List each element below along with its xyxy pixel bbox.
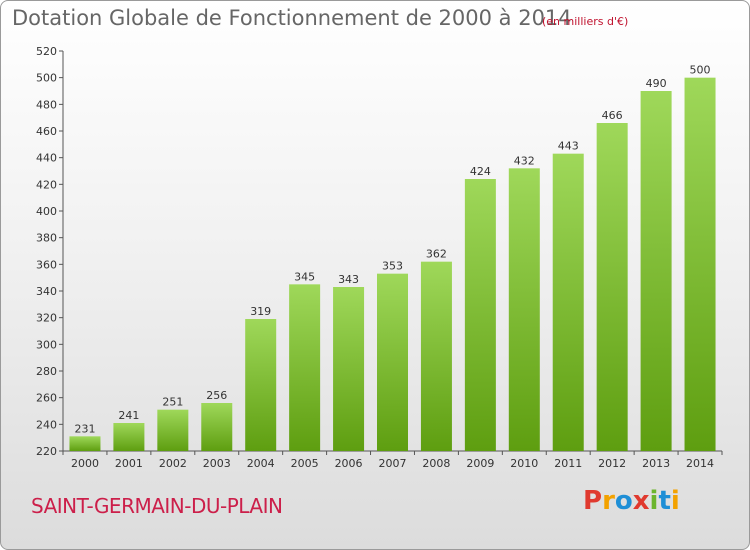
y-tick-label: 240 [36, 418, 57, 431]
data-label-2009: 424 [470, 165, 491, 178]
x-tick-label: 2000 [71, 457, 99, 470]
x-tick-label: 2009 [466, 457, 494, 470]
bars [69, 77, 716, 452]
x-tick-label: 2005 [291, 457, 319, 470]
x-tick-label: 2011 [554, 457, 582, 470]
y-tick-label: 220 [36, 445, 57, 458]
y-tick-label: 460 [36, 125, 57, 138]
data-labels: 231 241 251 256 319 345 343 353 362 424 432 443 466 4… [74, 64, 710, 436]
chart-units: (en milliers d'€) [542, 15, 629, 28]
chart-title: Dotation Globale de Fonctionnement de 20… [12, 6, 572, 30]
bar-2007 [377, 273, 408, 451]
data-label-2003: 256 [206, 389, 227, 402]
bar-2014 [684, 77, 716, 452]
data-label-2001: 241 [118, 409, 139, 422]
y-tick-label: 420 [36, 178, 57, 191]
bar-2002 [157, 409, 189, 451]
x-tick-label: 2014 [686, 457, 714, 470]
data-label-2006: 343 [338, 273, 359, 286]
data-label-2007: 353 [382, 260, 403, 273]
bar-2006 [333, 287, 365, 451]
bar-2003 [201, 403, 233, 451]
logo-letter: t [658, 486, 671, 516]
bar-2000 [69, 436, 101, 451]
x-tick-label: 2006 [335, 457, 363, 470]
y-tick-label: 380 [36, 232, 57, 245]
y-axis: 220 240 260 280 300 320 340 360 380 400 420 440 460 4… [36, 45, 64, 458]
bar-2008 [420, 261, 452, 451]
y-tick-label: 280 [36, 365, 57, 378]
data-label-2012: 466 [602, 109, 623, 122]
y-tick-label: 400 [36, 205, 57, 218]
logo-letter: r [602, 486, 615, 516]
x-tick-label: 2001 [115, 457, 143, 470]
data-label-2011: 443 [558, 140, 579, 153]
data-label-2014: 500 [690, 64, 711, 77]
bar-2013 [640, 91, 672, 451]
x-tick-label: 2013 [642, 457, 670, 470]
y-tick-label: 440 [36, 152, 57, 165]
y-tick-label: 260 [36, 392, 57, 405]
y-tick-label: 500 [36, 72, 57, 85]
x-axis: 2000 2001 2002 2003 2004 2005 2006 2007 2008 2009… [62, 450, 723, 470]
x-tick-label: 2004 [247, 457, 275, 470]
proxiti-logo[interactable]: Proxiti [583, 486, 680, 516]
bar-2005 [289, 284, 321, 451]
data-label-2005: 345 [294, 270, 315, 283]
data-label-2002: 251 [162, 396, 183, 409]
x-tick-label: 2012 [598, 457, 626, 470]
logo-letter: i [649, 486, 659, 516]
y-tick-label: 360 [36, 258, 57, 271]
x-tick-label: 2002 [159, 457, 187, 470]
logo-letter: x [632, 486, 650, 516]
bar-2009 [464, 179, 496, 451]
data-label-2013: 490 [646, 77, 667, 90]
bar-2010 [508, 168, 540, 452]
bar-2001 [113, 423, 145, 451]
x-tick-label: 2010 [510, 457, 538, 470]
commune-name: SAINT-GERMAIN-DU-PLAIN [31, 494, 283, 518]
x-tick-label: 2003 [203, 457, 231, 470]
data-label-2008: 362 [426, 248, 447, 261]
x-tick-label: 2007 [379, 457, 407, 470]
y-tick-label: 480 [36, 98, 57, 111]
x-tick-label: 2008 [422, 457, 450, 470]
y-tick-label: 320 [36, 312, 57, 325]
logo-letter: i [670, 486, 680, 516]
logo-letter: o [614, 486, 633, 516]
data-label-2010: 432 [514, 154, 535, 167]
logo-letter: P [583, 486, 603, 516]
data-label-2000: 231 [74, 422, 95, 435]
bar-2012 [596, 123, 628, 451]
y-tick-label: 520 [36, 45, 57, 58]
bar-2004 [245, 319, 277, 451]
y-tick-label: 340 [36, 285, 57, 298]
bar-2011 [552, 153, 584, 451]
data-label-2004: 319 [250, 305, 271, 318]
y-tick-label: 300 [36, 338, 57, 351]
